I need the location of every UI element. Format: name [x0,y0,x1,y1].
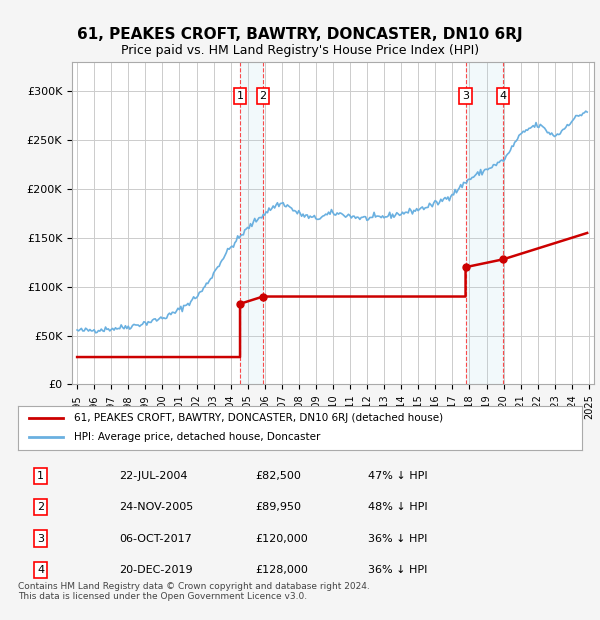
Text: 47% ↓ HPI: 47% ↓ HPI [368,471,427,481]
Text: Price paid vs. HM Land Registry's House Price Index (HPI): Price paid vs. HM Land Registry's House … [121,45,479,57]
Text: £89,950: £89,950 [255,502,301,512]
Text: 36% ↓ HPI: 36% ↓ HPI [368,534,427,544]
Text: 20-DEC-2019: 20-DEC-2019 [119,565,193,575]
Text: 06-OCT-2017: 06-OCT-2017 [119,534,192,544]
Bar [466,62,503,384]
Text: 2: 2 [259,91,266,101]
Text: 61, PEAKES CROFT, BAWTRY, DONCASTER, DN10 6RJ: 61, PEAKES CROFT, BAWTRY, DONCASTER, DN1… [77,27,523,42]
Text: 4: 4 [500,91,506,101]
Text: 36% ↓ HPI: 36% ↓ HPI [368,565,427,575]
Text: 61, PEAKES CROFT, BAWTRY, DONCASTER, DN10 6RJ (detached house): 61, PEAKES CROFT, BAWTRY, DONCASTER, DN1… [74,414,443,423]
Text: £82,500: £82,500 [255,471,301,481]
Text: HPI: Average price, detached house, Doncaster: HPI: Average price, detached house, Donc… [74,432,321,442]
Text: 1: 1 [236,91,244,101]
Text: 24-NOV-2005: 24-NOV-2005 [119,502,194,512]
Text: £128,000: £128,000 [255,565,308,575]
Text: 2: 2 [37,502,44,512]
Text: 48% ↓ HPI: 48% ↓ HPI [368,502,427,512]
Text: 1: 1 [37,471,44,481]
Text: £120,000: £120,000 [255,534,308,544]
Text: 22-JUL-2004: 22-JUL-2004 [119,471,188,481]
Text: 4: 4 [37,565,44,575]
Text: 3: 3 [462,91,469,101]
Text: Contains HM Land Registry data © Crown copyright and database right 2024.
This d: Contains HM Land Registry data © Crown c… [18,582,370,601]
Bar [240,62,263,384]
Text: 3: 3 [37,534,44,544]
